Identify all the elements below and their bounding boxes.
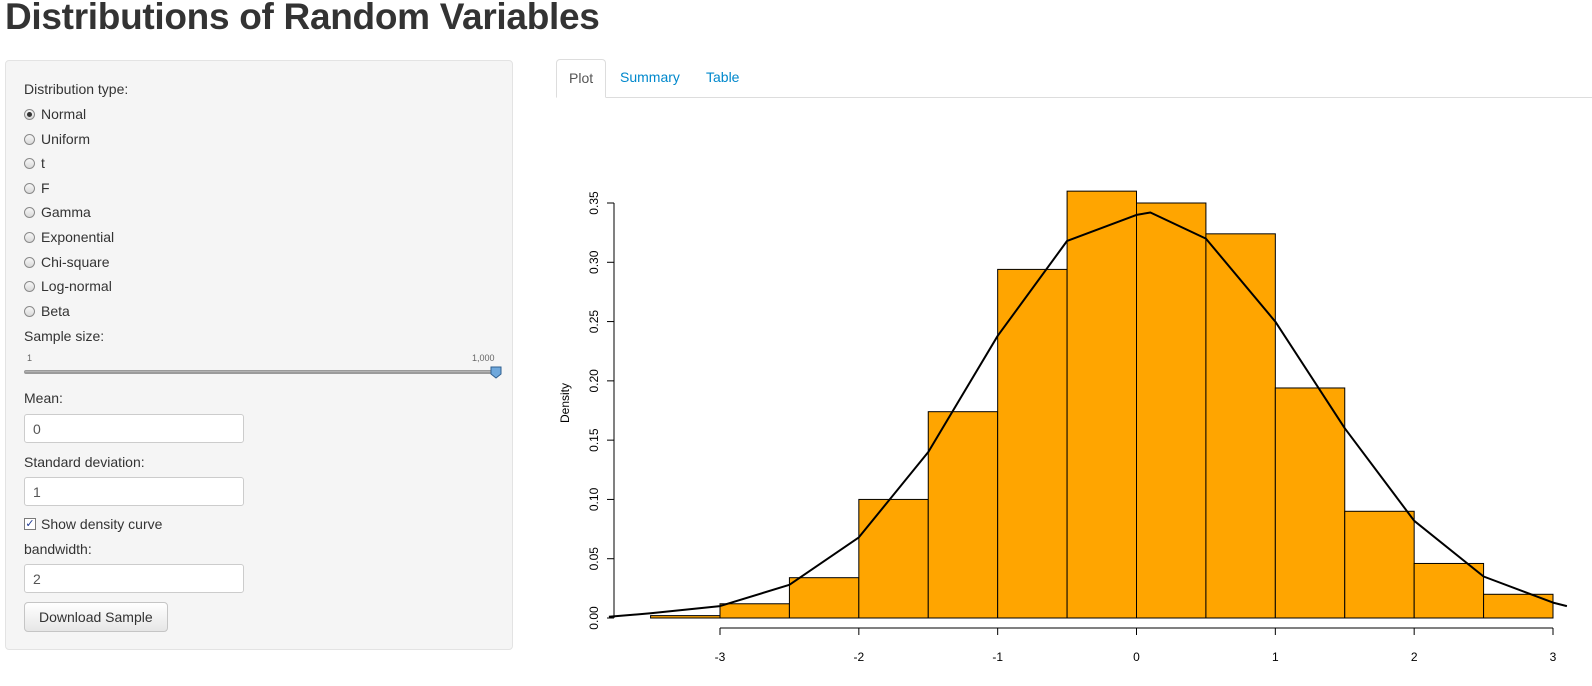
radio-t[interactable]: t [24, 153, 45, 173]
density-checkbox-row[interactable]: ✓ Show density curve [24, 516, 162, 532]
histogram-bar [1205, 233, 1276, 619]
histogram-bar [1483, 593, 1554, 619]
histogram-bar [927, 411, 999, 619]
radio-button-icon[interactable] [24, 305, 35, 317]
radio-button-icon[interactable] [24, 231, 35, 243]
distribution-type-label: Distribution type: [24, 81, 129, 97]
radio-label: Exponential [41, 229, 115, 245]
tab-summary[interactable]: Summary [620, 69, 680, 85]
x-tick-label: 0 [1133, 650, 1140, 664]
page-title: Distributions of Random Variables [5, 0, 600, 37]
x-tick-label: 2 [1411, 650, 1418, 664]
density-checkbox-label: Show density curve [41, 516, 163, 532]
histogram-bar [997, 268, 1068, 619]
y-axis-label: Density [558, 383, 572, 423]
histogram-bar [650, 615, 721, 619]
radio-gamma[interactable]: Gamma [24, 202, 91, 222]
y-tick-label: 0.10 [587, 487, 601, 511]
histogram-chart: -3 -2 -1 0 1 2 3 0.00 0.05 0.10 0.15 0.20 0.25 0.30 0.… [558, 190, 1568, 664]
radio-normal[interactable]: Normal [24, 104, 86, 124]
radio-beta[interactable]: Beta [24, 301, 70, 321]
mean-label: Mean: [24, 390, 63, 406]
bandwidth-label: bandwidth: [24, 541, 92, 557]
radio-label: Uniform [41, 131, 91, 147]
radio-button-icon[interactable] [24, 256, 35, 268]
radio-button-icon[interactable] [24, 157, 35, 169]
radio-label: F [41, 180, 50, 196]
histogram-bar [719, 603, 790, 619]
y-tick-label: 0.35 [587, 191, 601, 215]
density-curve-line [608, 211, 1568, 618]
radio-log-normal[interactable]: Log-normal [24, 276, 112, 296]
histogram-bar [1274, 387, 1346, 619]
y-tick-label: 0.30 [587, 250, 601, 274]
download-sample-button[interactable]: Download Sample [24, 602, 168, 632]
sample-size-slider[interactable] [24, 370, 500, 374]
radio-button-icon[interactable] [24, 133, 35, 145]
slider-max-label: 1,000 [472, 353, 495, 363]
radio-label: t [41, 155, 45, 171]
x-tick-label: 1 [1272, 650, 1279, 664]
histogram-bar [1136, 202, 1207, 619]
sidebar-panel: Distribution type: Normal Uniform t F Ga… [5, 60, 513, 650]
x-tick-label: -1 [992, 650, 1003, 664]
x-tick-label: -2 [853, 650, 864, 664]
bandwidth-input[interactable] [24, 564, 244, 593]
radio-label: Gamma [41, 204, 91, 220]
radio-label: Normal [41, 106, 87, 122]
radio-uniform[interactable]: Uniform [24, 129, 90, 149]
y-tick-label: 0.05 [587, 547, 601, 571]
radio-label: Chi-square [41, 254, 110, 270]
mean-input[interactable] [24, 414, 244, 443]
sd-label: Standard deviation: [24, 454, 145, 470]
radio-f[interactable]: F [24, 178, 50, 198]
radio-chi-square[interactable]: Chi-square [24, 252, 109, 272]
radio-label: Beta [41, 303, 70, 319]
x-tick-label: 3 [1550, 650, 1557, 664]
histogram-bar [1413, 562, 1485, 619]
tab-table[interactable]: Table [706, 69, 740, 85]
y-tick-label: 0.20 [587, 369, 601, 393]
histogram-bar [1344, 510, 1415, 619]
y-tick-label: 0.00 [587, 606, 601, 630]
radio-button-icon[interactable] [24, 206, 35, 218]
tab-bar: Plot Summary Table [556, 59, 1592, 98]
histogram-bar [1066, 190, 1138, 619]
sample-size-label: Sample size: [24, 328, 105, 344]
x-tick-label: -3 [715, 650, 726, 664]
slider-handle[interactable] [490, 366, 502, 379]
radio-button-icon[interactable] [24, 182, 35, 194]
radio-label: Log-normal [41, 278, 112, 294]
sd-input[interactable] [24, 477, 244, 506]
y-tick-label: 0.25 [587, 310, 601, 334]
slider-min-label: 1 [27, 353, 33, 363]
y-tick-label: 0.15 [587, 428, 601, 452]
checkbox-checked-icon[interactable]: ✓ [24, 518, 36, 530]
histogram-bar [858, 498, 929, 619]
radio-exponential[interactable]: Exponential [24, 227, 114, 247]
tab-plot[interactable]: Plot [556, 59, 607, 98]
radio-button-icon[interactable] [24, 280, 35, 292]
histogram-bar [788, 577, 860, 619]
radio-button-icon[interactable] [24, 108, 35, 120]
